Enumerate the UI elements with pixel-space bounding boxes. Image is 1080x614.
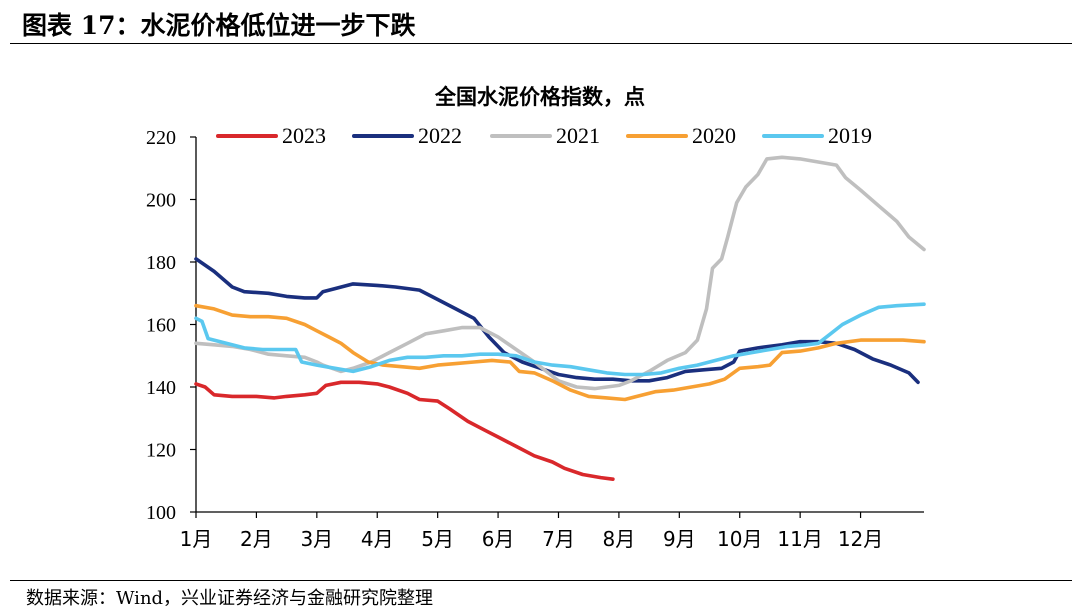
bottom-rule — [10, 580, 1072, 581]
x-tick-label: 5月 — [421, 527, 454, 551]
y-tick-label: 140 — [146, 377, 176, 399]
legend-label-2022: 2022 — [418, 123, 462, 148]
figure-title: 图表 17：水泥价格低位进一步下跌 — [22, 11, 416, 40]
y-tick-label: 120 — [146, 440, 176, 462]
series-line-2019 — [194, 302, 926, 377]
legend-label-2020: 2020 — [692, 123, 736, 148]
y-tick-label: 160 — [146, 315, 176, 337]
y-tick-label: 100 — [146, 502, 176, 524]
x-tick-label: 8月 — [603, 527, 636, 551]
x-tick-label: 1月 — [180, 527, 213, 551]
x-tick-labels: 1月 2月 3月 4月 5月 6月 7月 8月 9月 10月 11月 12月 — [180, 527, 884, 551]
chart-title: 全国水泥价格指数，点 — [434, 85, 645, 109]
y-tick-label: 200 — [146, 190, 176, 212]
x-tick-label: 6月 — [482, 527, 515, 551]
legend-label-2021: 2021 — [556, 123, 600, 148]
x-tick-label: 10月 — [717, 527, 762, 551]
x-tick-label: 11月 — [777, 527, 822, 551]
series-line-2021 — [194, 155, 926, 391]
source-note: 数据来源：Wind，兴业证券经济与金融研究院整理 — [26, 588, 434, 609]
line-chart: 全国水泥价格指数，点 2023 2022 2021 2020 2019 100 120 14… — [146, 85, 926, 551]
x-tick-label: 9月 — [663, 527, 696, 551]
axes — [190, 136, 924, 518]
y-tick-label: 180 — [146, 252, 176, 274]
y-tick-labels: 100 120 140 160 180 200 220 — [146, 127, 176, 524]
series-lines — [194, 155, 926, 481]
series-line-2022 — [194, 257, 920, 385]
legend-label-2023: 2023 — [282, 123, 326, 148]
x-tick-label: 7月 — [542, 527, 575, 551]
series-line-2023 — [194, 380, 615, 481]
x-tick-label: 12月 — [838, 527, 883, 551]
x-tick-label: 3月 — [300, 527, 333, 551]
series-line-2020 — [194, 303, 926, 402]
x-tick-label: 2月 — [240, 527, 273, 551]
legend-label-2019: 2019 — [828, 123, 872, 148]
x-tick-label: 4月 — [361, 527, 394, 551]
top-rule — [10, 43, 1072, 44]
y-tick-label: 220 — [146, 127, 176, 149]
legend: 2023 2022 2021 2020 2019 — [216, 123, 872, 148]
